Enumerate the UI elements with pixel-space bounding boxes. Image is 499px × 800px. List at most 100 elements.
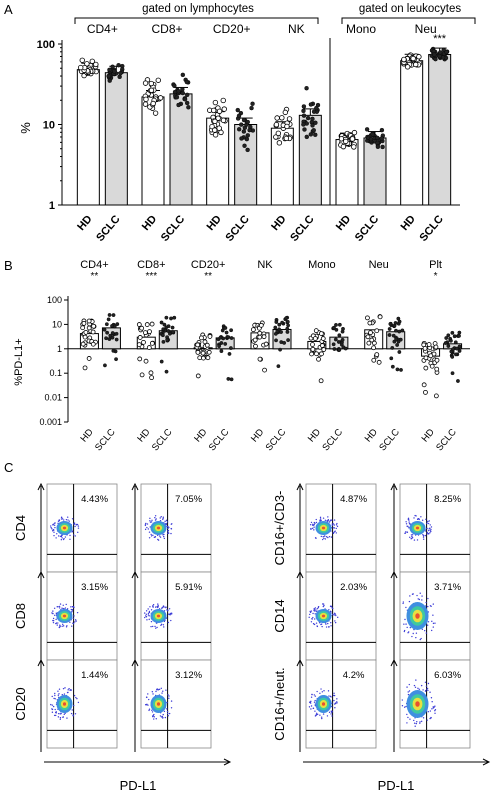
flow-event: [404, 531, 407, 533]
panel-label-c: C: [4, 460, 14, 475]
b-data-point: [337, 322, 342, 327]
flow-event: [421, 519, 424, 521]
flow-event: [67, 519, 69, 521]
a-data-point: [349, 136, 356, 142]
a-x-tick-label: SCLC: [288, 213, 316, 244]
flow-event: [154, 606, 157, 608]
b-data-point: [318, 331, 324, 336]
a-data-point: [174, 95, 180, 100]
flow-event: [73, 523, 75, 525]
panel-label-b: B: [4, 258, 13, 273]
a-data-point: [241, 117, 247, 123]
b-data-point: [202, 339, 208, 345]
flow-event: [315, 714, 317, 716]
flow-event: [162, 516, 165, 518]
a-data-point: [221, 106, 227, 112]
flow-event: [152, 604, 155, 606]
flow-event: [150, 533, 152, 536]
b-data-point: [115, 322, 120, 327]
flow-event: [336, 701, 338, 703]
b-data-point: [400, 328, 405, 333]
b-data-point: [387, 327, 392, 331]
flow-event: [430, 528, 432, 531]
a-x-tick-label: HD: [269, 213, 288, 233]
flow-y-label-right: CD16+/neut.: [272, 667, 287, 740]
b-data-point: [170, 325, 175, 330]
flow-event: [166, 701, 168, 704]
a-group-header: gated on lymphocytes: [142, 3, 254, 15]
b-data-point: [257, 334, 263, 340]
b-data-point: [452, 334, 457, 339]
flow-y-arrowhead: [296, 482, 304, 491]
flow-event: [147, 704, 149, 706]
flow-event: [72, 534, 75, 536]
flow-event: [56, 624, 58, 626]
flow-density-cloud: [401, 679, 437, 727]
flow-event: [319, 516, 322, 519]
flow-event: [62, 687, 65, 690]
a-data-point: [410, 55, 416, 62]
a-data-point: [84, 61, 90, 67]
flow-event: [58, 607, 61, 609]
b-data-point: [318, 378, 324, 384]
flow-event: [419, 722, 421, 724]
flow-event: [419, 638, 421, 641]
flow-density-cloud: [143, 603, 173, 629]
b-data-point: [369, 337, 375, 343]
a-data-point: [276, 140, 283, 146]
flow-event: [74, 713, 77, 715]
b-data-point: [443, 341, 448, 345]
b-bar-hd: [193, 347, 213, 350]
a-x-tick-label: HD: [399, 213, 418, 233]
b-category-label: CD8+: [137, 259, 165, 271]
a-data-point: [185, 92, 190, 98]
flow-event: [61, 625, 63, 627]
b-data-point: [433, 393, 439, 399]
flow-pct-label: 1.44%: [81, 670, 108, 681]
flow-event: [332, 532, 335, 535]
flow-event: [327, 518, 330, 521]
flow-event: [167, 712, 169, 715]
b-data-point: [454, 346, 459, 351]
flow-event: [145, 610, 148, 612]
flow-y-arrowhead: [37, 658, 45, 667]
flow-event: [333, 703, 336, 705]
flow-event: [405, 606, 407, 609]
b-data-point: [273, 331, 278, 336]
b-data-point: [90, 329, 96, 335]
flow-event: [57, 716, 60, 718]
b-data-point: [149, 321, 155, 327]
flow-event: [425, 685, 428, 687]
b-data-point: [111, 313, 116, 317]
flow-event: [154, 535, 157, 538]
flow-event: [327, 516, 329, 518]
flow-event: [411, 593, 414, 595]
a-data-point: [236, 127, 242, 132]
flow-event: [404, 532, 406, 535]
flow-density-core: [321, 702, 326, 706]
flow-event: [336, 698, 338, 700]
flow-event: [165, 519, 168, 522]
a-data-point: [433, 56, 438, 62]
flow-event: [310, 705, 313, 707]
a-bar-sclc: [104, 72, 128, 206]
flow-event: [434, 622, 436, 624]
b-data-point: [320, 336, 326, 341]
b-x-tick-label: SCLC: [320, 427, 345, 454]
flow-event: [71, 608, 74, 611]
flow-event: [58, 693, 60, 695]
flow-event: [427, 689, 429, 692]
flow-event: [160, 607, 163, 609]
flow-event: [160, 687, 162, 690]
a-data-point: [117, 74, 122, 80]
b-data-point: [80, 325, 86, 331]
flow-event: [334, 620, 336, 622]
flow-event: [51, 528, 53, 530]
flow-event: [315, 518, 317, 521]
b-y-tick-label: 100: [47, 295, 62, 305]
b-data-point: [164, 315, 169, 320]
b-category-label: Mono: [308, 259, 336, 271]
flow-event: [335, 532, 337, 534]
flow-event: [424, 681, 427, 683]
flow-event: [319, 519, 321, 521]
